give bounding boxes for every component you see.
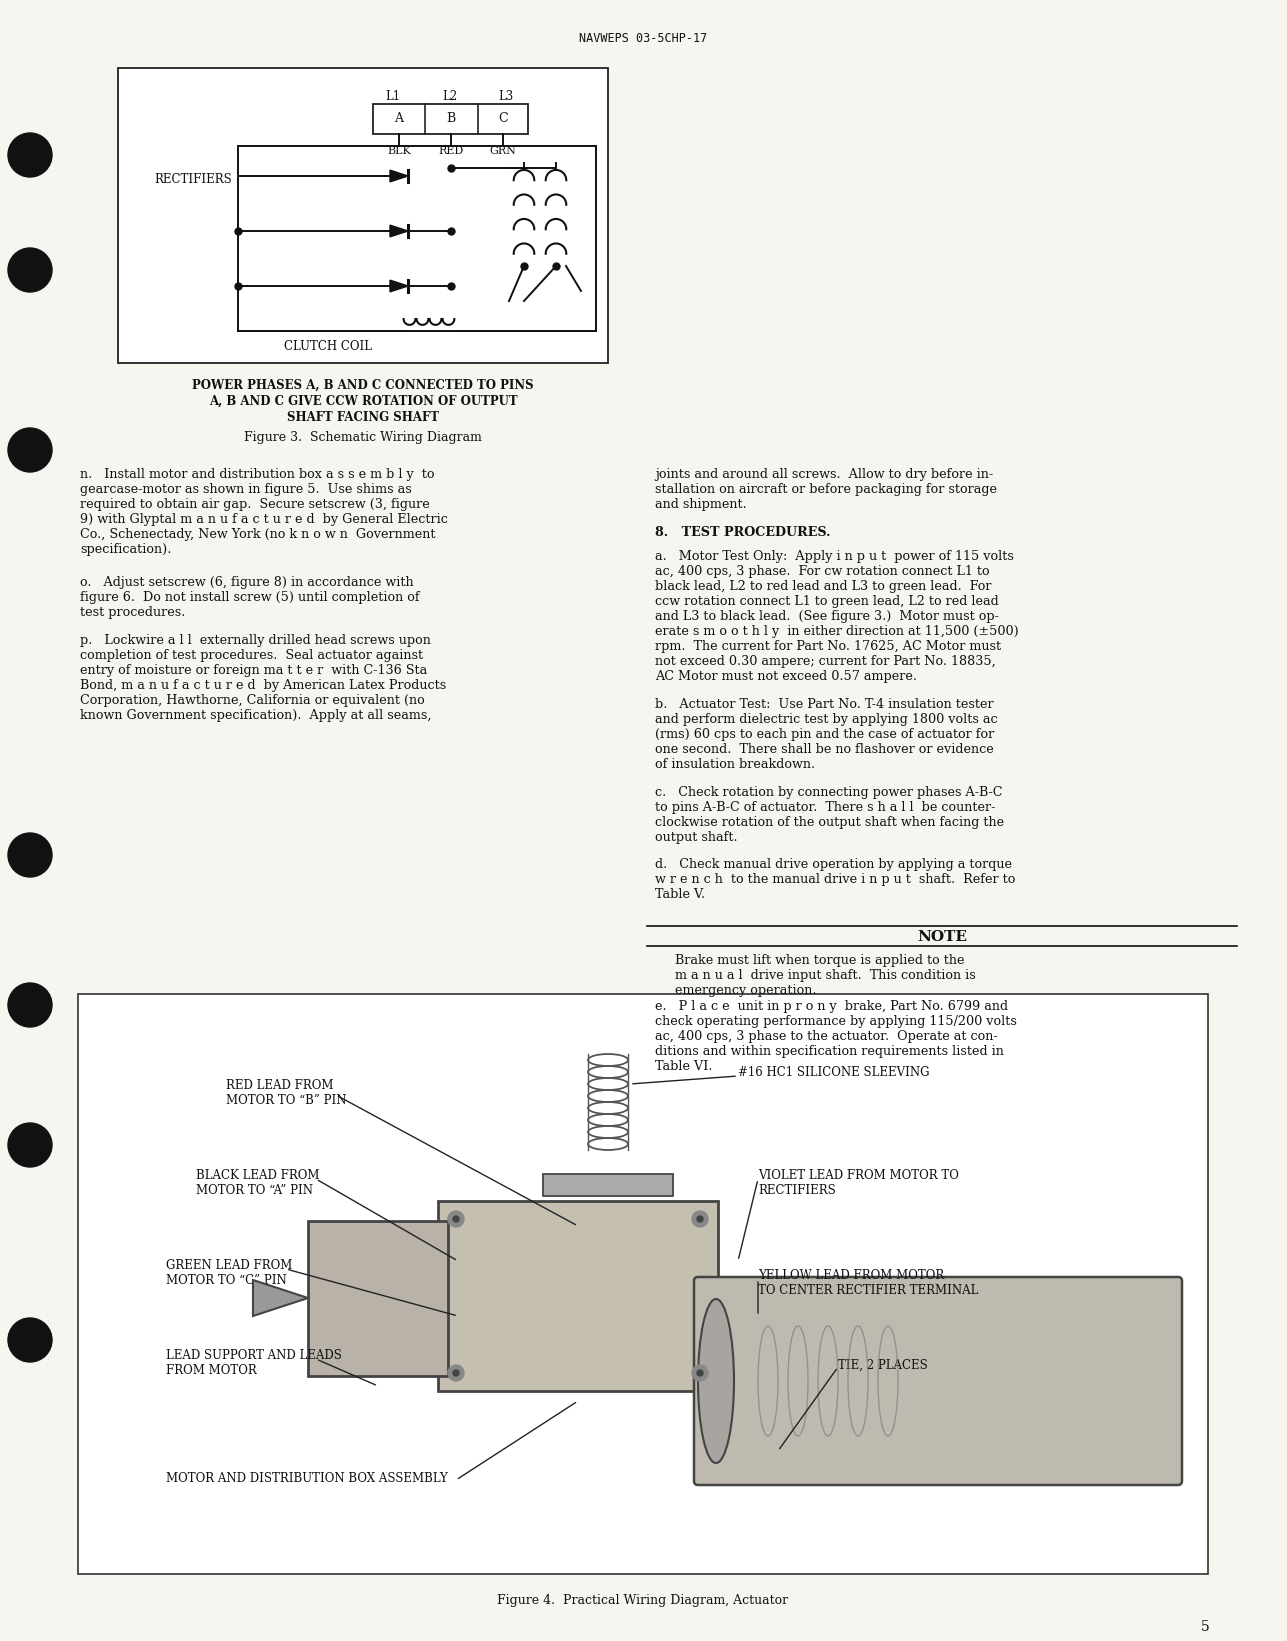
Polygon shape xyxy=(390,171,408,182)
Bar xyxy=(79,994,1208,1574)
Text: L2: L2 xyxy=(443,90,458,103)
Text: POWER PHASES A, B AND C CONNECTED TO PINS: POWER PHASES A, B AND C CONNECTED TO PIN… xyxy=(192,379,534,392)
Text: o.   Adjust setscrew (6, figure 8) in accordance with
figure 6.  Do not install : o. Adjust setscrew (6, figure 8) in acco… xyxy=(80,576,420,619)
Bar xyxy=(438,1201,718,1392)
Text: C: C xyxy=(498,112,508,125)
Text: Figure 3.  Schematic Wiring Diagram: Figure 3. Schematic Wiring Diagram xyxy=(245,432,481,445)
Text: MOTOR AND DISTRIBUTION BOX ASSEMBLY: MOTOR AND DISTRIBUTION BOX ASSEMBLY xyxy=(166,1472,448,1485)
Text: B: B xyxy=(447,112,456,125)
Text: e.   P l a c e  unit in p r o n y  brake, Part No. 6799 and
check operating perf: e. P l a c e unit in p r o n y brake, Pa… xyxy=(655,999,1017,1073)
Text: NOTE: NOTE xyxy=(918,930,967,944)
Bar xyxy=(373,103,528,135)
Polygon shape xyxy=(390,225,408,236)
Text: n.   Install motor and distribution box a s s e m b l y  to
gearcase-motor as sh: n. Install motor and distribution box a … xyxy=(80,468,448,556)
Text: RED LEAD FROM
MOTOR TO “B” PIN: RED LEAD FROM MOTOR TO “B” PIN xyxy=(227,1080,346,1108)
Circle shape xyxy=(8,1318,51,1362)
Polygon shape xyxy=(254,1280,308,1316)
Text: L1: L1 xyxy=(385,90,400,103)
Polygon shape xyxy=(390,281,408,292)
Circle shape xyxy=(448,1365,465,1382)
Text: c.   Check rotation by connecting power phases A-B-C
to pins A-B-C of actuator. : c. Check rotation by connecting power ph… xyxy=(655,786,1004,843)
Text: RED: RED xyxy=(439,146,463,156)
Text: b.   Actuator Test:  Use Part No. T-4 insulation tester
and perform dielectric t: b. Actuator Test: Use Part No. T-4 insul… xyxy=(655,697,997,771)
FancyBboxPatch shape xyxy=(694,1277,1181,1485)
Text: p.   Lockwire a l l  externally drilled head screws upon
completion of test proc: p. Lockwire a l l externally drilled hea… xyxy=(80,633,447,722)
Text: a.   Motor Test Only:  Apply i n p u t  power of 115 volts
ac, 400 cps, 3 phase.: a. Motor Test Only: Apply i n p u t powe… xyxy=(655,550,1019,683)
Text: d.   Check manual drive operation by applying a torque
w r e n c h  to the manua: d. Check manual drive operation by apply… xyxy=(655,858,1015,901)
Bar xyxy=(588,1054,628,1150)
Text: NAVWEPS 03-5CHP-17: NAVWEPS 03-5CHP-17 xyxy=(579,33,707,44)
Circle shape xyxy=(453,1370,459,1377)
Text: A: A xyxy=(395,112,404,125)
Circle shape xyxy=(692,1211,708,1227)
Text: BLACK LEAD FROM
MOTOR TO “A” PIN: BLACK LEAD FROM MOTOR TO “A” PIN xyxy=(196,1168,319,1196)
Circle shape xyxy=(8,248,51,292)
Bar xyxy=(308,1221,448,1377)
Ellipse shape xyxy=(698,1300,734,1464)
Text: A, B AND C GIVE CCW ROTATION OF OUTPUT: A, B AND C GIVE CCW ROTATION OF OUTPUT xyxy=(208,395,517,409)
Circle shape xyxy=(453,1216,459,1223)
Bar xyxy=(118,67,607,363)
Text: VIOLET LEAD FROM MOTOR TO
RECTIFIERS: VIOLET LEAD FROM MOTOR TO RECTIFIERS xyxy=(758,1168,959,1196)
Text: 8.   TEST PROCEDURES.: 8. TEST PROCEDURES. xyxy=(655,527,830,538)
Text: Figure 4.  Practical Wiring Diagram, Actuator: Figure 4. Practical Wiring Diagram, Actu… xyxy=(498,1593,789,1607)
Bar xyxy=(543,1173,673,1196)
Text: joints and around all screws.  Allow to dry before in-
stallation on aircraft or: joints and around all screws. Allow to d… xyxy=(655,468,997,510)
Circle shape xyxy=(8,1122,51,1167)
Circle shape xyxy=(692,1365,708,1382)
Circle shape xyxy=(448,1211,465,1227)
Text: L3: L3 xyxy=(498,90,514,103)
Text: CLUTCH COIL: CLUTCH COIL xyxy=(284,340,372,353)
Text: SHAFT FACING SHAFT: SHAFT FACING SHAFT xyxy=(287,410,439,423)
Text: 5: 5 xyxy=(1201,1620,1210,1634)
Circle shape xyxy=(698,1370,703,1377)
Circle shape xyxy=(8,834,51,876)
Text: RECTIFIERS: RECTIFIERS xyxy=(154,172,232,185)
Text: TIE, 2 PLACES: TIE, 2 PLACES xyxy=(838,1359,928,1372)
Circle shape xyxy=(8,983,51,1027)
Text: YELLOW LEAD FROM MOTOR
TO CENTER RECTIFIER TERMINAL: YELLOW LEAD FROM MOTOR TO CENTER RECTIFI… xyxy=(758,1268,978,1296)
Circle shape xyxy=(8,428,51,473)
Circle shape xyxy=(698,1216,703,1223)
Circle shape xyxy=(8,133,51,177)
Text: LEAD SUPPORT AND LEADS
FROM MOTOR: LEAD SUPPORT AND LEADS FROM MOTOR xyxy=(166,1349,342,1377)
Text: BLK: BLK xyxy=(387,146,411,156)
Text: Brake must lift when torque is applied to the
m a n u a l  drive input shaft.  T: Brake must lift when torque is applied t… xyxy=(674,953,976,998)
Text: GREEN LEAD FROM
MOTOR TO “C” PIN: GREEN LEAD FROM MOTOR TO “C” PIN xyxy=(166,1259,292,1287)
Text: GRN: GRN xyxy=(489,146,516,156)
Text: #16 HC1 SILICONE SLEEVING: #16 HC1 SILICONE SLEEVING xyxy=(737,1067,929,1080)
